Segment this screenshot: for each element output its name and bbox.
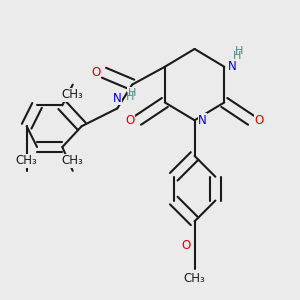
Text: CH₃: CH₃ bbox=[62, 154, 84, 167]
Text: O: O bbox=[182, 238, 191, 252]
Text: N: N bbox=[228, 60, 237, 73]
Text: CH₃: CH₃ bbox=[16, 154, 38, 167]
Text: CH₃: CH₃ bbox=[62, 88, 84, 101]
Text: O: O bbox=[255, 114, 264, 127]
Text: H: H bbox=[128, 88, 136, 98]
Text: H: H bbox=[235, 46, 243, 56]
Text: O: O bbox=[91, 66, 101, 79]
Text: O: O bbox=[125, 114, 134, 127]
Text: N: N bbox=[113, 92, 122, 105]
Text: CH₃: CH₃ bbox=[184, 272, 206, 286]
Text: H: H bbox=[232, 51, 241, 61]
Text: H: H bbox=[126, 92, 134, 102]
Text: N: N bbox=[198, 114, 207, 127]
